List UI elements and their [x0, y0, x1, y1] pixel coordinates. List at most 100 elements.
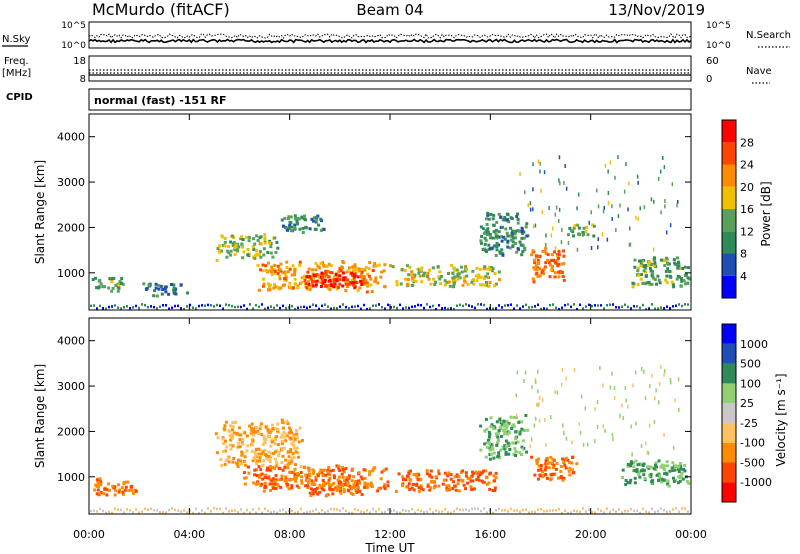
near-range-cell [171, 507, 173, 510]
scatter-cell [266, 431, 270, 435]
scatter-cell [445, 484, 449, 488]
scatter-cell [108, 488, 111, 492]
scatter-cell [295, 432, 299, 436]
scatter-cell [666, 479, 670, 483]
scatter-cell [626, 481, 630, 484]
scatter-cell [497, 243, 501, 247]
scatter-cell [250, 437, 254, 441]
scatter-cell [483, 442, 487, 446]
scatter-cell [241, 452, 245, 456]
near-range-cell [336, 508, 338, 511]
scatter-cell [491, 236, 495, 240]
scatter-cell [426, 484, 430, 488]
scatter-cell [363, 481, 367, 485]
scatter-cell [327, 479, 331, 483]
scatter-cell [395, 283, 399, 287]
scatter-cell [649, 269, 653, 273]
speckle-cell [527, 203, 529, 208]
scatter-cell [544, 462, 548, 466]
scatter-cell [500, 239, 504, 243]
scatter-cell [223, 462, 227, 466]
scatter-cell [228, 443, 232, 447]
scatter-cell [164, 290, 168, 294]
near-range-cell [243, 511, 245, 515]
scatter-cell [423, 271, 426, 275]
near-range-cell [612, 303, 614, 306]
scatter-cell [297, 486, 301, 490]
near-range-cell [492, 307, 494, 310]
speckle-cell [671, 182, 674, 187]
scatter-cell [505, 420, 509, 423]
scatter-cell [367, 473, 371, 477]
speckle-cell [548, 206, 550, 210]
scatter-cell [487, 276, 490, 280]
scatter-cell [366, 272, 370, 276]
scatter-cell [488, 268, 492, 271]
scatter-cell [257, 454, 261, 458]
scatter-cell [530, 253, 534, 257]
colorbar-swatch [722, 231, 736, 254]
scatter-cell [531, 277, 535, 281]
near-range-cell [153, 305, 155, 309]
n-search-trace [88, 32, 692, 40]
scatter-cell [334, 278, 338, 282]
scatter-cell [447, 471, 451, 475]
scatter-cell [633, 469, 637, 472]
near-range-cell [360, 307, 362, 311]
scatter-cell [514, 236, 518, 240]
scatter-cell [449, 477, 453, 481]
scatter-cell [361, 278, 365, 282]
velocity-data-layer [90, 365, 691, 515]
near-range-cell [162, 511, 164, 514]
near-range-cell [417, 508, 419, 512]
scatter-cell [457, 272, 461, 276]
n-sky-tick-high: 10^5 [61, 21, 86, 31]
speckle-cell [563, 181, 565, 185]
scatter-cell [572, 470, 576, 474]
scatter-cell [399, 282, 403, 286]
scatter-cell [432, 277, 436, 281]
near-range-cell [273, 510, 275, 513]
scatter-cell [98, 279, 102, 282]
near-range-cell [684, 303, 686, 306]
near-range-cell [408, 510, 410, 513]
scatter-cell [268, 482, 272, 486]
scatter-cell [103, 285, 106, 289]
scatter-cell [498, 235, 502, 239]
speckle-cell [607, 201, 610, 205]
scatter-cell [292, 433, 296, 437]
scatter-cell [673, 468, 677, 472]
scatter-cell [453, 268, 457, 272]
scatter-cell [502, 428, 506, 432]
scatter-cell [486, 213, 490, 217]
scatter-cell [364, 265, 368, 269]
scatter-cell [319, 228, 323, 232]
speckle-cell [550, 415, 552, 419]
near-range-cell [522, 508, 524, 512]
scatter-cell [298, 260, 302, 264]
speckle-cell [558, 178, 560, 183]
scatter-cell [321, 261, 325, 265]
y-tick-label: 1000 [57, 471, 85, 484]
scatter-cell [327, 275, 331, 279]
scatter-cell [305, 275, 309, 279]
scatter-cell [342, 276, 346, 280]
scatter-cell [277, 454, 281, 458]
scatter-cell [653, 256, 656, 260]
scatter-cell [559, 465, 563, 468]
scatter-cell [280, 433, 284, 437]
colorbar-tick-label: -100 [740, 437, 765, 450]
near-range-cell [372, 507, 374, 511]
scatter-cell [264, 438, 268, 441]
scatter-cell [324, 269, 328, 273]
scatter-cell [290, 431, 294, 435]
scatter-cell [639, 469, 643, 473]
scatter-cell [280, 461, 284, 465]
scatter-cell [153, 289, 157, 292]
scatter-cell [235, 432, 239, 435]
near-range-cell [390, 306, 392, 309]
scatter-cell [383, 263, 387, 267]
scatter-cell [497, 431, 500, 435]
scatter-cell [241, 245, 245, 249]
near-range-cell [189, 509, 191, 512]
